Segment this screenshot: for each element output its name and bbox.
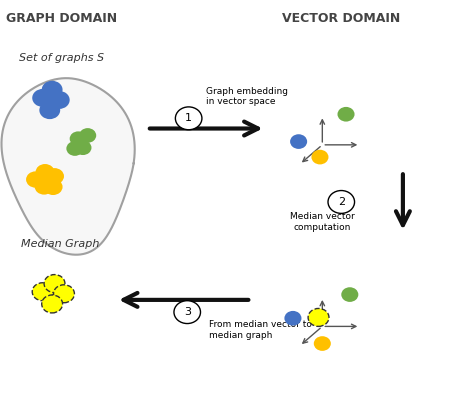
Circle shape [290, 134, 307, 149]
Circle shape [44, 275, 65, 293]
Circle shape [314, 336, 331, 351]
Text: From median vector to
median graph: From median vector to median graph [209, 320, 311, 340]
Text: 2: 2 [337, 197, 345, 207]
Text: Graph embedding
in vector space: Graph embedding in vector space [206, 86, 288, 106]
Circle shape [44, 179, 63, 195]
Circle shape [311, 150, 328, 164]
Circle shape [328, 191, 355, 213]
Circle shape [70, 131, 87, 146]
Text: GRAPH DOMAIN: GRAPH DOMAIN [6, 12, 117, 25]
Polygon shape [1, 78, 135, 255]
Circle shape [42, 81, 63, 99]
Circle shape [79, 128, 96, 143]
Text: 1: 1 [185, 113, 192, 123]
Text: Median vector
computation: Median vector computation [290, 212, 355, 232]
Circle shape [337, 107, 355, 122]
Circle shape [308, 308, 329, 326]
Circle shape [54, 285, 74, 303]
Text: Median Graph: Median Graph [21, 239, 100, 249]
Circle shape [36, 164, 55, 180]
Circle shape [42, 295, 63, 313]
Circle shape [32, 283, 53, 301]
Circle shape [49, 91, 70, 109]
Circle shape [66, 141, 83, 156]
Text: VECTOR DOMAIN: VECTOR DOMAIN [282, 12, 401, 25]
Circle shape [32, 89, 53, 107]
Text: 3: 3 [184, 307, 191, 317]
Circle shape [26, 171, 45, 188]
Circle shape [74, 140, 91, 155]
Text: Set of graphs S: Set of graphs S [19, 53, 104, 63]
Circle shape [45, 168, 64, 184]
Circle shape [284, 311, 301, 326]
Circle shape [35, 178, 54, 195]
Circle shape [341, 287, 358, 302]
Circle shape [175, 107, 202, 130]
Circle shape [174, 301, 201, 324]
Circle shape [39, 101, 60, 119]
